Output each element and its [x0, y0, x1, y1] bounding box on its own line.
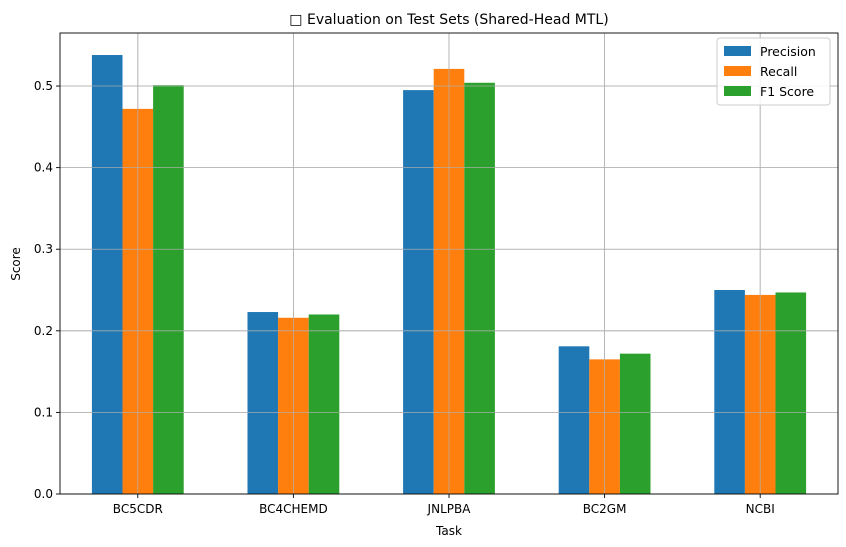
y-tick-label: 0.1 — [34, 405, 53, 419]
y-tick-label: 0.2 — [34, 324, 53, 338]
y-tick-label: 0.0 — [34, 487, 53, 501]
bar-precision-bc4chemd — [247, 312, 279, 494]
y-tick-label: 0.4 — [34, 161, 53, 175]
y-tick-label: 0.3 — [34, 242, 53, 256]
bar-f1-score-bc4chemd — [308, 314, 340, 494]
bar-f1-score-jnlpba — [464, 82, 495, 495]
x-axis-label: Task — [435, 524, 462, 538]
bar-precision-bc2gm — [558, 346, 590, 494]
y-axis-label: Score — [9, 247, 23, 281]
y-tick-label: 0.5 — [34, 79, 53, 93]
legend-swatch — [724, 46, 751, 56]
legend: Precision Recall F1 Score — [716, 37, 831, 106]
chart-title: □ Evaluation on Test Sets (Shared-Head M… — [289, 12, 608, 28]
x-tick-label: BC4CHEMD — [259, 502, 328, 516]
x-tick-label: BC2GM — [583, 502, 627, 516]
bar-precision-bc5cdr — [91, 55, 123, 494]
legend-label: F1 Score — [760, 84, 814, 99]
legend-label: Precision — [760, 44, 816, 59]
bars — [60, 33, 838, 495]
legend-swatch — [724, 66, 751, 76]
bar-f1-score-ncbi — [775, 292, 807, 494]
legend-label: Recall — [760, 64, 797, 79]
bar-precision-ncbi — [714, 290, 745, 494]
x-tick-label: JNLPBA — [427, 502, 472, 516]
legend-swatch — [724, 86, 751, 96]
bar-f1-score-bc2gm — [619, 353, 651, 494]
bar-f1-score-bc5cdr — [153, 85, 184, 494]
x-tick-label: BC5CDR — [113, 502, 163, 516]
ticks: 0.0 0.1 0.2 0.3 0.4 0.5 BC5CDR BC4CHEMD JNLPBA BC… — [34, 79, 775, 516]
bar-precision-jnlpba — [403, 90, 434, 494]
x-tick-label: NCBI — [746, 502, 775, 516]
